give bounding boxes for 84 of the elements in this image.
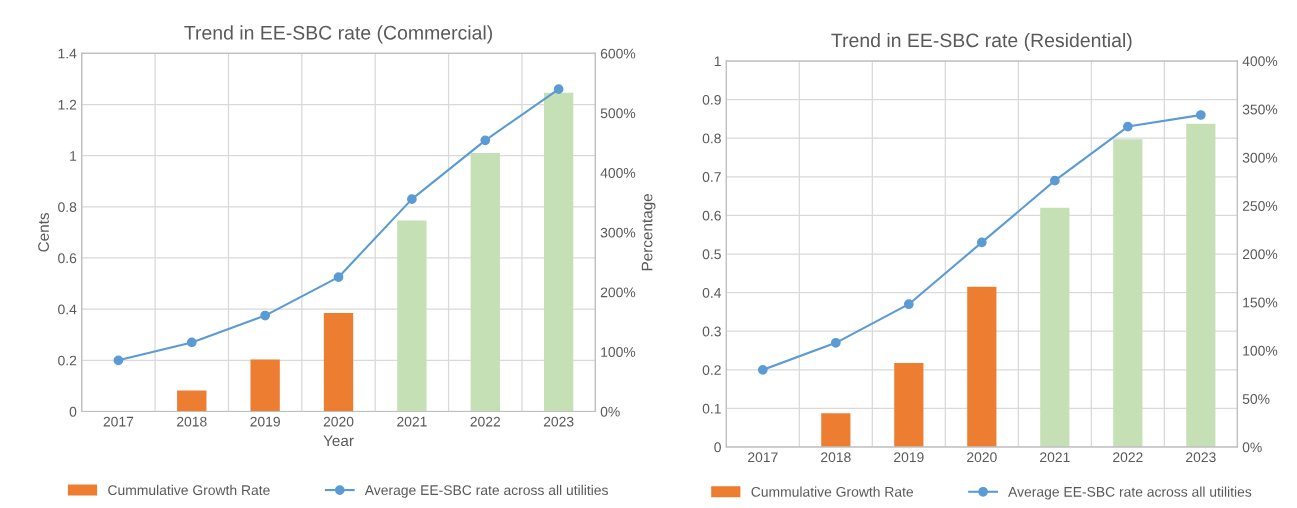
y2-tick-label: 200% xyxy=(600,287,636,298)
y2-tick-label: 100% xyxy=(601,347,636,357)
legend-label: Cummulative Growth Rate xyxy=(751,486,914,497)
y-tick-label: 1.4 xyxy=(58,48,77,59)
x-tick-label: 2017 xyxy=(103,416,134,427)
y2-tick-label: 200% xyxy=(1242,249,1278,260)
x-tick-label: 2019 xyxy=(250,416,280,427)
point xyxy=(757,364,768,375)
chart-title: Trend in EE-SBC rate (Residential) xyxy=(831,32,1132,52)
y-tick-label: 1 xyxy=(70,151,77,161)
point xyxy=(113,355,124,366)
bar xyxy=(470,153,500,412)
y-tick-label: 0.6 xyxy=(702,210,721,221)
y2-tick-label: 0% xyxy=(1242,442,1262,453)
y-tick-label: 0.2 xyxy=(58,355,77,366)
y-tick-label: 0 xyxy=(714,442,721,453)
bar xyxy=(894,363,924,448)
y-tick-label: 0.9 xyxy=(702,94,721,105)
legend-label: Cummulative Growth Rate xyxy=(108,484,270,496)
y-axis-title: Cents xyxy=(38,213,49,252)
y2-tick-label: 350% xyxy=(1242,104,1278,115)
y2-tick-label: 500% xyxy=(600,108,636,119)
point xyxy=(553,84,564,95)
bar xyxy=(967,286,997,448)
point xyxy=(480,135,491,146)
bar xyxy=(543,92,574,412)
bar xyxy=(1186,123,1216,448)
y2-tick-label: 0% xyxy=(600,406,620,417)
point xyxy=(1195,110,1206,120)
y2-tick-label: 300% xyxy=(1242,152,1278,163)
y2-axis-title: Percentage xyxy=(641,194,656,271)
y2-tick-label: 250% xyxy=(1242,201,1278,211)
point xyxy=(903,299,914,310)
y-tick-label: 0 xyxy=(69,406,77,417)
y2-tick-label: 100% xyxy=(1243,345,1278,356)
bar xyxy=(821,413,851,448)
x-tick-label: 2021 xyxy=(397,416,427,427)
y-tick-label: 0.1 xyxy=(702,403,721,414)
point xyxy=(186,337,197,348)
y-tick-label: 0.7 xyxy=(702,172,721,182)
y-tick-label: 0.8 xyxy=(58,202,77,212)
point xyxy=(260,310,271,321)
x-tick-label: 2019 xyxy=(894,452,924,463)
point xyxy=(1049,175,1060,186)
y-tick-label: 0.6 xyxy=(58,253,77,264)
point xyxy=(976,237,987,248)
y2-tick-label: 400% xyxy=(600,168,636,178)
y-tick-label: 0.3 xyxy=(702,326,721,337)
y2-tick-label: 150% xyxy=(1243,297,1278,308)
y-tick-label: 0.8 xyxy=(702,133,721,144)
x-tick-label: 2023 xyxy=(1186,452,1216,463)
bar xyxy=(1113,139,1143,448)
y-tick-label: 1 xyxy=(714,56,721,66)
chart-title: Trend in EE-SBC rate (Commercial) xyxy=(184,25,493,44)
bar xyxy=(1040,207,1070,448)
y2-tick-label: 300% xyxy=(600,227,636,238)
y2-tick-label: 400% xyxy=(1242,56,1278,67)
y2-tick-label: 50% xyxy=(1242,394,1270,404)
point xyxy=(333,272,344,283)
y-tick-label: 0.2 xyxy=(702,365,721,375)
y2-tick-label: 600% xyxy=(600,48,636,59)
x-tick-label: 2018 xyxy=(821,452,851,463)
y-tick-label: 1.2 xyxy=(58,99,77,110)
point xyxy=(1122,121,1133,132)
y-tick-label: 0.4 xyxy=(702,287,722,298)
x-tick-label: 2022 xyxy=(470,416,501,427)
bar xyxy=(250,359,280,412)
legend-label: Average EE-SBC rate across all utilities xyxy=(1008,486,1252,500)
point xyxy=(830,337,841,348)
point xyxy=(407,194,417,205)
x-axis-title: Year xyxy=(323,435,354,447)
x-tick-label: 2022 xyxy=(1113,452,1143,463)
x-tick-label: 2023 xyxy=(543,416,574,427)
bar xyxy=(397,220,427,412)
y-tick-label: 0.5 xyxy=(702,249,721,260)
x-tick-label: 2017 xyxy=(748,452,778,463)
x-tick-label: 2018 xyxy=(177,416,207,427)
bar xyxy=(323,312,354,412)
x-tick-label: 2021 xyxy=(1040,452,1070,463)
y-tick-label: 0.4 xyxy=(58,304,77,315)
x-tick-label: 2020 xyxy=(967,452,997,463)
legend-label: Average EE-SBC rate across all utilities xyxy=(364,484,608,498)
bar xyxy=(177,390,207,412)
x-tick-label: 2020 xyxy=(323,416,354,427)
